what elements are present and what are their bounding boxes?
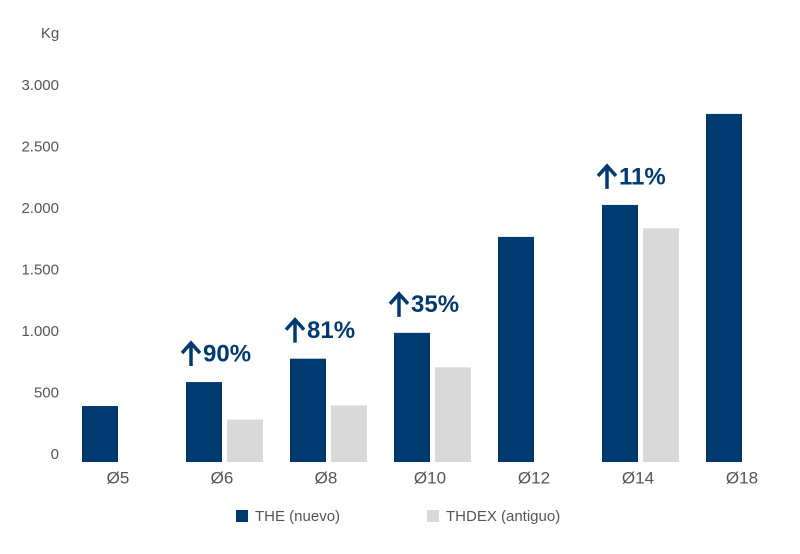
bar	[498, 236, 534, 462]
arrow-icon	[596, 163, 618, 189]
x-tick-label: Ø18	[726, 468, 758, 487]
x-tick-label: Ø5	[107, 468, 130, 487]
arrow-icon	[180, 340, 202, 367]
annotation: 35%	[411, 291, 459, 318]
bar	[227, 419, 263, 462]
y-tick-label: 1.000	[21, 323, 59, 340]
legend-swatch	[236, 510, 248, 522]
bar	[643, 228, 679, 462]
bar	[331, 405, 367, 462]
legend-label: THDEX (antiguo)	[446, 508, 560, 525]
annotation: 90%	[203, 340, 251, 367]
x-tick-label: Ø10	[414, 468, 446, 487]
annotation: 11%	[619, 163, 666, 190]
y-axis-label: Kg	[41, 25, 59, 42]
bar	[602, 204, 638, 462]
legend-swatch	[427, 510, 439, 522]
bar	[186, 382, 222, 462]
annotation: 81%	[307, 317, 355, 344]
x-tick-label: Ø8	[315, 468, 338, 487]
x-tick-label: Ø6	[211, 468, 234, 487]
bar	[82, 406, 118, 462]
arrow-icon	[284, 317, 306, 343]
y-tick-label: 500	[34, 384, 59, 401]
y-tick-label: 2.000	[21, 200, 59, 217]
y-tick-label: 2.500	[21, 138, 59, 155]
arrow-icon	[388, 291, 410, 317]
x-tick-label: Ø12	[518, 468, 550, 487]
y-tick-label: 0	[51, 446, 59, 463]
bar	[435, 367, 471, 462]
x-tick-label: Ø14	[622, 468, 654, 487]
y-tick-label: 3.000	[21, 77, 59, 94]
legend-label: THE (nuevo)	[255, 508, 340, 525]
y-tick-label: 1.500	[21, 261, 59, 278]
bar	[706, 113, 742, 462]
bar	[394, 332, 430, 462]
bar	[290, 358, 326, 462]
